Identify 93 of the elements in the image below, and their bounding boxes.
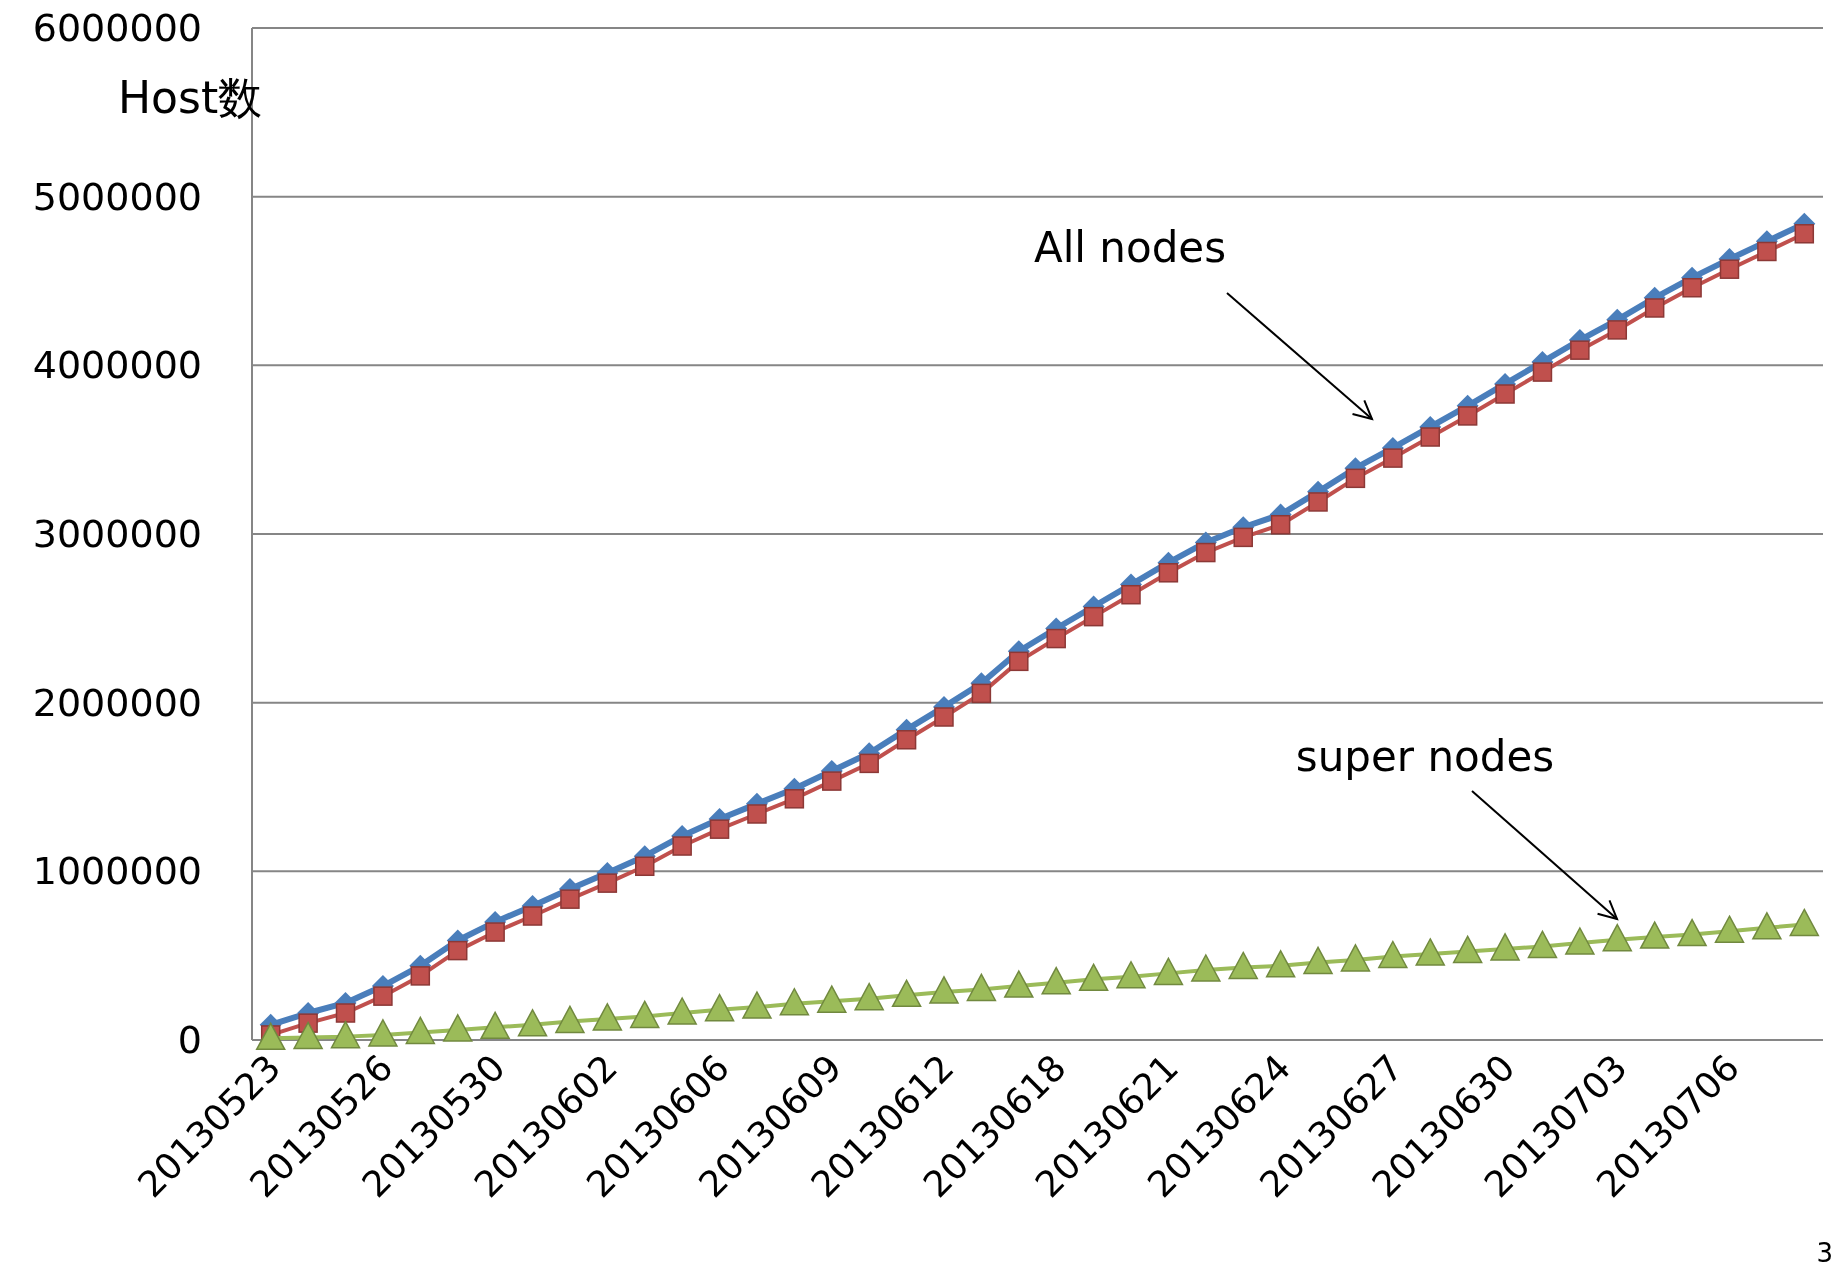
point — [517, 1009, 548, 1037]
point — [442, 1014, 473, 1042]
annotation: super nodes — [1295, 732, 1555, 781]
y-tick-label: 0 — [177, 1018, 202, 1062]
point — [1607, 320, 1628, 340]
y-axis-title: Host数 — [118, 72, 263, 123]
y-tick-label: 3000000 — [32, 512, 202, 556]
point — [709, 819, 730, 839]
point — [1677, 918, 1707, 947]
point — [1009, 651, 1029, 672]
point — [1452, 935, 1483, 964]
point — [1757, 241, 1777, 262]
point — [522, 906, 543, 926]
point — [817, 985, 847, 1013]
point — [255, 1022, 286, 1051]
point — [480, 1011, 510, 1040]
point — [1714, 915, 1745, 943]
point — [447, 940, 468, 961]
point — [1420, 427, 1440, 447]
point — [1004, 970, 1034, 998]
point — [405, 1016, 436, 1045]
point — [293, 1021, 323, 1050]
point — [1153, 957, 1184, 986]
point — [1233, 527, 1253, 548]
point — [747, 804, 767, 824]
point — [1415, 938, 1445, 966]
point — [822, 771, 842, 791]
point — [1046, 628, 1066, 649]
y-tick-label: 5000000 — [32, 174, 202, 219]
point — [1527, 930, 1558, 959]
point — [704, 993, 735, 1022]
point — [560, 889, 580, 909]
point — [592, 1003, 623, 1031]
point — [1490, 933, 1520, 961]
point — [891, 979, 922, 1008]
point — [1383, 448, 1403, 468]
point — [1121, 584, 1141, 605]
point — [1752, 912, 1782, 940]
point — [1265, 950, 1296, 978]
point — [1378, 940, 1408, 969]
point — [1041, 966, 1071, 995]
point — [929, 976, 959, 1004]
point — [335, 1003, 356, 1023]
point — [368, 1019, 398, 1047]
point — [667, 997, 697, 1025]
point — [1794, 224, 1815, 244]
point — [1228, 951, 1258, 980]
point — [555, 1005, 585, 1034]
point — [373, 986, 393, 1006]
y-tick-label: 2000000 — [32, 680, 202, 725]
point — [1532, 362, 1553, 382]
point — [784, 789, 805, 809]
point — [1340, 944, 1371, 972]
point — [1308, 492, 1328, 512]
point — [1682, 278, 1702, 298]
point — [1078, 963, 1109, 992]
point — [1116, 961, 1146, 989]
point — [635, 856, 655, 877]
point — [1083, 606, 1104, 627]
point — [630, 1000, 660, 1029]
point — [597, 873, 618, 893]
point — [1191, 954, 1221, 982]
annotation: All nodes — [1033, 223, 1227, 272]
point — [410, 966, 431, 986]
point — [779, 987, 810, 1016]
point — [1602, 923, 1633, 952]
point — [1789, 908, 1820, 937]
point — [859, 753, 879, 774]
y-tick-label: 6000000 — [32, 6, 202, 50]
point — [1158, 563, 1179, 583]
point — [896, 730, 917, 750]
point — [934, 707, 954, 727]
point — [1457, 406, 1478, 426]
point — [672, 836, 692, 856]
point — [742, 991, 772, 1019]
y-tick-label: 4000000 — [32, 343, 202, 388]
point — [1270, 514, 1291, 535]
y-tick-label: 1000000 — [32, 849, 202, 894]
point — [330, 1020, 361, 1049]
point — [1303, 946, 1333, 975]
point — [485, 922, 505, 942]
point — [1345, 468, 1366, 489]
point — [966, 973, 997, 1002]
text: 3 — [1816, 1238, 1833, 1266]
point — [1719, 259, 1740, 279]
point — [854, 982, 884, 1011]
point — [1644, 298, 1665, 318]
point — [1570, 340, 1590, 360]
point — [1565, 927, 1595, 955]
point — [1639, 921, 1670, 949]
point — [971, 683, 992, 704]
point — [1196, 542, 1216, 563]
point — [1495, 384, 1515, 404]
